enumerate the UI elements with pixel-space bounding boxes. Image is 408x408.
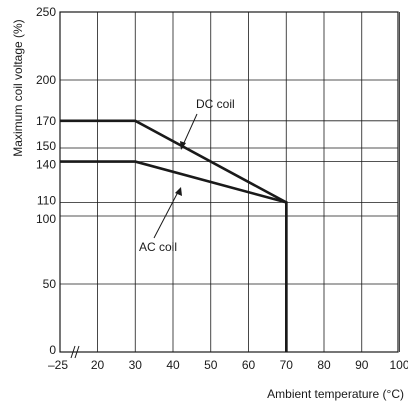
- x-tick-label: 70: [280, 358, 294, 372]
- dc-coil-leader: [182, 113, 198, 146]
- ac-coil-line: [60, 160, 288, 352]
- y-tick-label: 0: [49, 343, 56, 357]
- x-axis-label: Ambient temperature (°C): [267, 387, 404, 401]
- x-tick-label: –25: [48, 358, 68, 372]
- y-tick-label: 250: [36, 5, 56, 19]
- ac-coil-arrowhead: [175, 187, 182, 196]
- axis-break-mark: [70, 345, 76, 359]
- y-tick-label: 50: [43, 277, 57, 291]
- dc-coil-annotation: DC coil: [196, 97, 235, 111]
- ac-coil-annotation: AC coil: [139, 240, 177, 254]
- x-tick-label: 90: [355, 358, 369, 372]
- y-tick-label: 110: [37, 193, 56, 207]
- x-tick-label: 30: [129, 358, 143, 372]
- plot-frame: [59, 11, 399, 359]
- x-tick-label: 40: [166, 358, 180, 372]
- x-tick-label: 80: [317, 358, 331, 372]
- axis-break-mark: [74, 345, 80, 359]
- x-tick-label: 60: [242, 358, 256, 372]
- y-tick-label: 150: [36, 139, 56, 153]
- y-tick-label: 170: [36, 114, 56, 128]
- grid: [60, 12, 400, 352]
- ac-coil-leader: [153, 191, 179, 239]
- y-axis-label: Maximum coil voltage (%): [11, 19, 25, 156]
- y-tick-label: 140: [36, 158, 56, 172]
- x-tick-label: 20: [91, 358, 105, 372]
- x-tick-label: 100: [389, 358, 408, 372]
- x-axis-ticks: –25 20 30 40 50 60 70 80 90 100: [48, 358, 408, 372]
- dc-coil-arrowhead: [180, 141, 186, 150]
- series-lines: [60, 119, 288, 352]
- x-tick-label: 50: [204, 358, 218, 372]
- y-axis-ticks: 0 50 100 110 140 150 170 200 250: [36, 5, 56, 357]
- y-tick-label: 100: [36, 212, 56, 226]
- y-tick-label: 200: [36, 73, 56, 87]
- annotations: DC coil AC coil: [139, 97, 235, 254]
- plot-border: [59, 11, 399, 353]
